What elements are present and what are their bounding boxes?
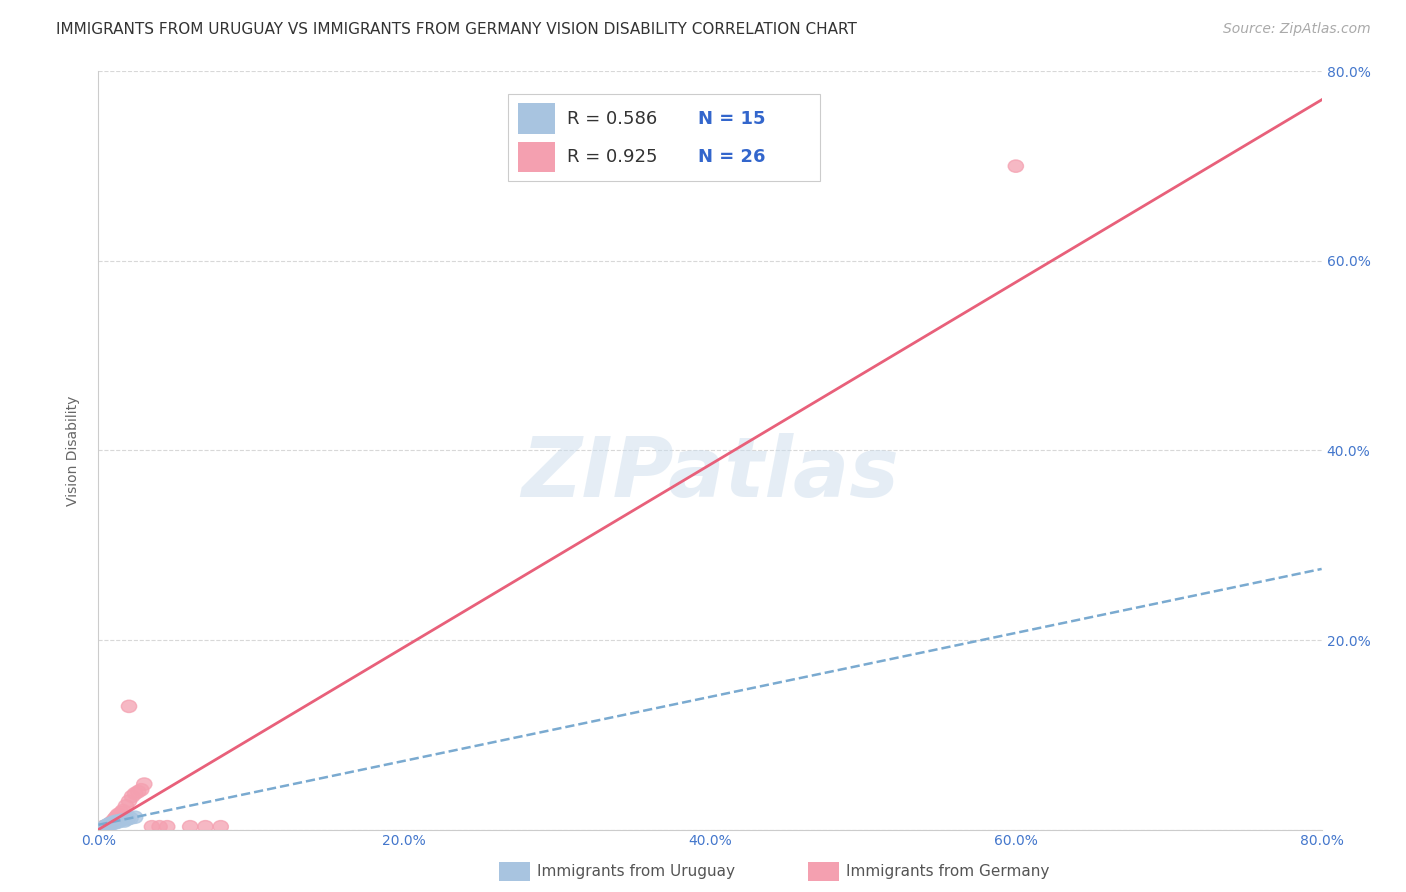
Ellipse shape: [128, 788, 143, 800]
Text: Source: ZipAtlas.com: Source: ZipAtlas.com: [1223, 22, 1371, 37]
Y-axis label: Vision Disability: Vision Disability: [66, 395, 80, 506]
Ellipse shape: [214, 821, 228, 833]
Ellipse shape: [111, 808, 127, 821]
Text: R = 0.925: R = 0.925: [567, 148, 658, 166]
Ellipse shape: [110, 810, 124, 822]
Ellipse shape: [1008, 160, 1024, 172]
Ellipse shape: [96, 821, 111, 833]
Ellipse shape: [97, 821, 112, 833]
Ellipse shape: [98, 820, 114, 832]
Ellipse shape: [104, 817, 120, 829]
Text: R = 0.586: R = 0.586: [567, 110, 657, 128]
Ellipse shape: [103, 819, 118, 831]
Ellipse shape: [108, 817, 122, 829]
Ellipse shape: [152, 821, 167, 833]
Ellipse shape: [134, 783, 149, 796]
Ellipse shape: [104, 816, 120, 828]
FancyBboxPatch shape: [517, 142, 555, 172]
Ellipse shape: [108, 812, 122, 824]
Ellipse shape: [114, 814, 129, 826]
FancyBboxPatch shape: [508, 95, 820, 181]
Ellipse shape: [160, 821, 174, 833]
Text: ZIPatlas: ZIPatlas: [522, 433, 898, 514]
Text: Immigrants from Germany: Immigrants from Germany: [846, 864, 1050, 879]
Ellipse shape: [101, 818, 117, 830]
Ellipse shape: [145, 821, 160, 833]
Ellipse shape: [136, 778, 152, 790]
Ellipse shape: [114, 806, 129, 819]
Ellipse shape: [183, 821, 198, 833]
Text: IMMIGRANTS FROM URUGUAY VS IMMIGRANTS FROM GERMANY VISION DISABILITY CORRELATION: IMMIGRANTS FROM URUGUAY VS IMMIGRANTS FR…: [56, 22, 858, 37]
Ellipse shape: [103, 817, 118, 829]
Ellipse shape: [105, 816, 121, 828]
Ellipse shape: [101, 819, 117, 831]
Text: N = 26: N = 26: [697, 148, 765, 166]
Ellipse shape: [100, 819, 115, 831]
FancyBboxPatch shape: [517, 103, 555, 134]
Ellipse shape: [111, 816, 127, 828]
Ellipse shape: [131, 786, 146, 797]
Ellipse shape: [117, 815, 132, 827]
Ellipse shape: [118, 800, 134, 812]
Text: Immigrants from Uruguay: Immigrants from Uruguay: [537, 864, 735, 879]
Ellipse shape: [120, 813, 135, 825]
Ellipse shape: [121, 795, 136, 807]
Ellipse shape: [121, 700, 136, 713]
Ellipse shape: [124, 790, 139, 803]
Ellipse shape: [105, 814, 121, 826]
Ellipse shape: [128, 811, 143, 823]
Text: N = 15: N = 15: [697, 110, 765, 128]
Ellipse shape: [98, 820, 114, 832]
Ellipse shape: [115, 805, 131, 817]
Ellipse shape: [198, 821, 214, 833]
Ellipse shape: [122, 812, 138, 824]
Ellipse shape: [110, 815, 124, 827]
